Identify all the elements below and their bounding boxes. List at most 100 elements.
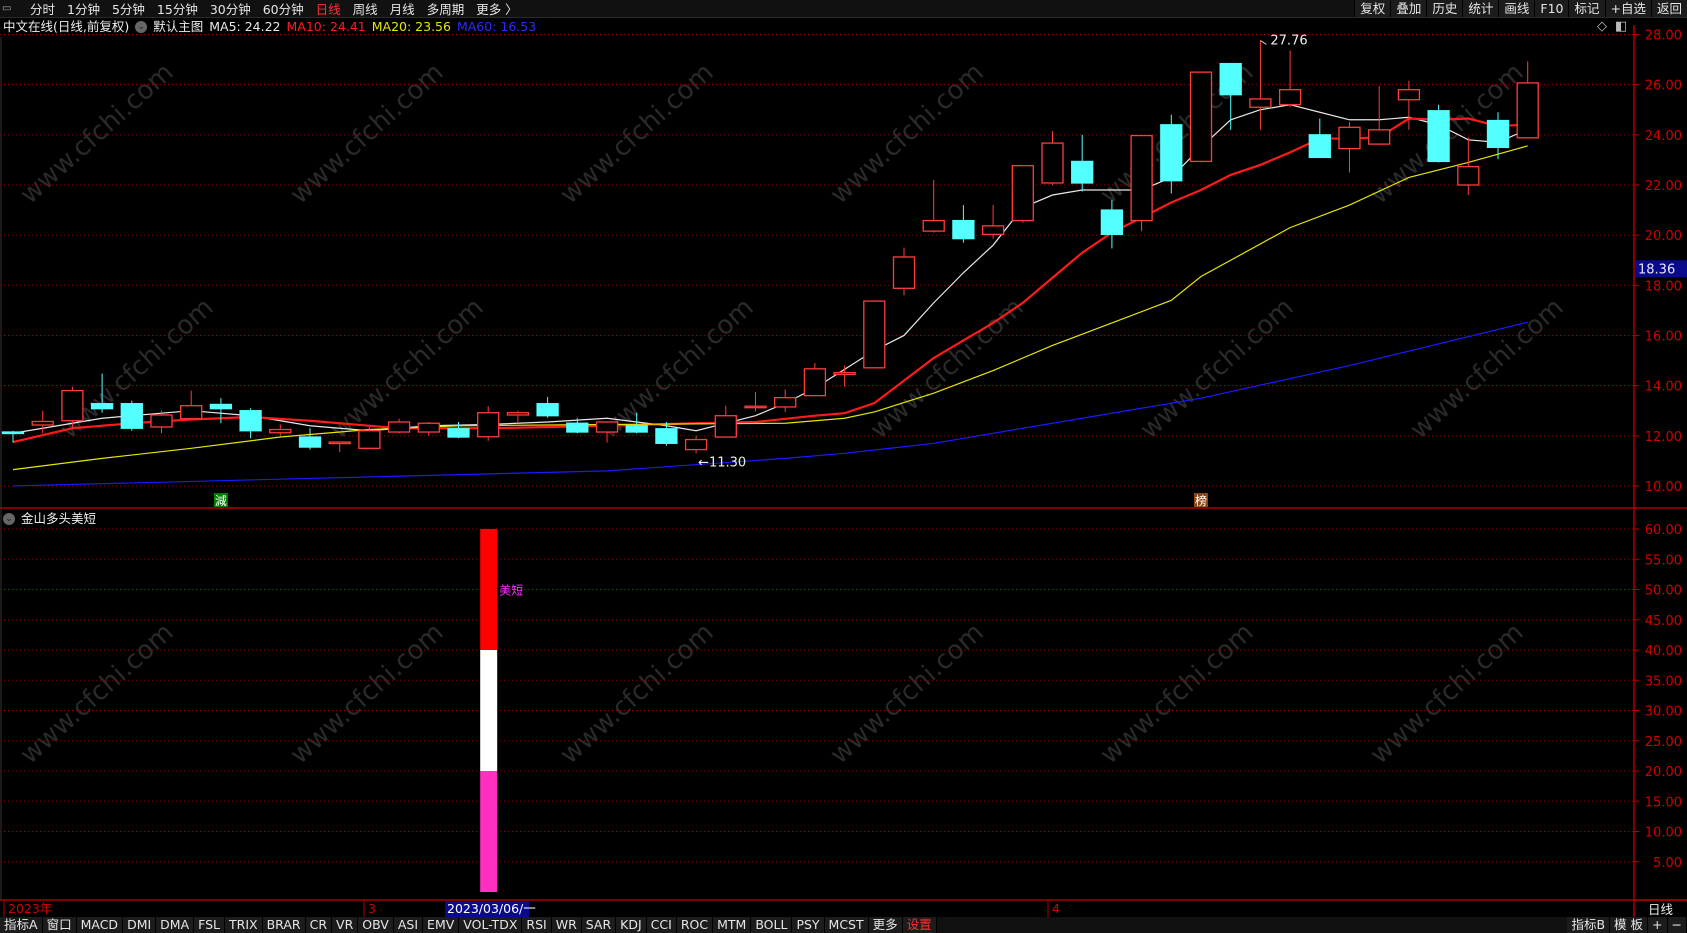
tool-button[interactable]: 标记 [1568, 0, 1605, 17]
indicator-tick-label: 45.00 [1645, 614, 1682, 629]
price-tick-label: 14.00 [1645, 380, 1682, 395]
indicator-tab[interactable]: BOLL [751, 917, 793, 933]
ma60-value: MA60: 16.53 [456, 19, 537, 34]
tool-button[interactable]: 画线 [1498, 0, 1535, 17]
watermark: www.cfchi.com [285, 617, 450, 770]
indicator-tab[interactable]: MACD [76, 917, 124, 933]
indicator-tick-label: 15.00 [1645, 795, 1682, 810]
tool-button[interactable]: 历史 [1426, 0, 1463, 17]
chevron-down-icon[interactable]: ⌄ [3, 513, 15, 525]
candle-up [477, 412, 500, 438]
window-menu-icon[interactable]: ▭ [2, 3, 12, 14]
tool-buttons: 复权 叠加 历史 统计 画线 F10 标记 +自选 返回 [1354, 0, 1687, 17]
indicator-tab[interactable]: FSL [194, 917, 226, 933]
watermark: www.cfchi.com [1095, 617, 1260, 770]
period-tabs: 分时 1分钟 5分钟 15分钟 30分钟 60分钟 日线 周线 月线 多周期 更多 〉 [24, 0, 524, 18]
candle-up [595, 421, 619, 433]
panel-toggle-icon[interactable]: ◧ [1615, 19, 1628, 34]
indicator-tab[interactable]: RSI [522, 917, 552, 933]
tool-button[interactable]: 统计 [1462, 0, 1499, 17]
indicator-bar-label: 美短 [499, 584, 523, 598]
candle-down [1, 431, 25, 435]
indicator-legend: ⌄ 金山多头美短 [3, 510, 96, 528]
tab-period[interactable]: 1分钟 [67, 2, 100, 17]
indicator-tab[interactable]: MCST [824, 917, 869, 933]
low-price-label: ←11.30 [698, 455, 746, 470]
indicator-tab[interactable]: DMI [123, 917, 157, 933]
main-chart-selector[interactable]: 默认主图 [153, 19, 204, 34]
candle-up [922, 219, 945, 232]
tab-period[interactable]: 多周期 [426, 2, 465, 17]
indicator-tab[interactable]: ROC [676, 917, 714, 933]
price-tick-label: 20.00 [1645, 229, 1682, 244]
indicator-tab[interactable]: OBV [358, 917, 394, 933]
watermark: www.cfchi.com [1405, 292, 1570, 445]
tab-period[interactable]: 5分钟 [111, 2, 145, 17]
indicator-tab[interactable]: CR [305, 917, 333, 933]
indicator-tab[interactable]: WR [551, 917, 582, 933]
indicator-tab[interactable]: KDJ [616, 917, 647, 933]
tab-period[interactable]: 周线 [352, 2, 378, 17]
signal-marker-label: 減 [215, 493, 227, 508]
top-toolbar: ▭ 分时 1分钟 5分钟 15分钟 30分钟 60分钟 日线 周线 月线 多周期 更多 〉 复权 叠加… [0, 0, 1687, 18]
watermark: www.cfchi.com [555, 617, 720, 770]
tool-button[interactable]: 复权 [1354, 0, 1391, 17]
tool-button[interactable]: +自选 [1604, 0, 1651, 17]
candle-up [1368, 129, 1391, 145]
candle-up [1189, 71, 1213, 163]
candle-up [358, 430, 381, 449]
indicator-right-button[interactable]: 指标B [1567, 917, 1611, 933]
tab-period[interactable]: 日线 [315, 2, 341, 17]
chevron-down-icon[interactable]: ⌄ [135, 21, 148, 33]
chart-corner-icons: ◇ ◧ [1597, 19, 1627, 34]
indicator-right-button[interactable]: + [1648, 917, 1668, 933]
candle-down [625, 425, 648, 433]
tab-period[interactable]: 月线 [389, 2, 415, 17]
tab-period[interactable]: 分时 [30, 2, 56, 17]
high-price-label: 27.76 [1270, 34, 1307, 49]
indicator-right-button[interactable]: 模 板 [1610, 917, 1649, 933]
tool-button[interactable]: 叠加 [1390, 0, 1427, 17]
candle-up [31, 420, 54, 426]
indicator-title[interactable]: 金山多头美短 [21, 511, 97, 526]
indicator-tab[interactable]: MTM [713, 917, 752, 933]
indicator-tab[interactable]: 窗口 [42, 917, 77, 933]
candle-up [684, 438, 708, 451]
indicator-toolbar: 指标A 窗口 MACD DMI DMA FSL TRIX BRAR CR VR OBV ASI EMV V… [0, 917, 1687, 933]
indicator-tab[interactable]: CCI [646, 917, 677, 933]
indicator-tab[interactable]: 更多 [868, 917, 903, 933]
watermark: www.cfchi.com [555, 57, 720, 210]
candle-up [774, 397, 797, 408]
indicator-bar-segment [480, 771, 498, 892]
price-tick-label: 12.00 [1645, 430, 1682, 445]
indicator-tab[interactable]: VOL-TDX [459, 917, 523, 933]
indicator-tab[interactable]: TRIX [225, 917, 263, 933]
tab-period[interactable]: 更多 〉 [476, 2, 518, 17]
indicator-tick-label: 25.00 [1645, 735, 1682, 750]
indicator-tab[interactable]: PSY [792, 917, 825, 933]
tool-button[interactable]: 返回 [1650, 0, 1687, 17]
candle-up [1516, 82, 1539, 139]
indicator-right-button[interactable]: − [1667, 917, 1687, 933]
tab-period[interactable]: 30分钟 [209, 2, 251, 17]
indicator-tab[interactable]: DMA [156, 917, 195, 933]
tab-period[interactable]: 60分钟 [262, 2, 304, 17]
indicator-tab[interactable]: EMV [423, 917, 460, 933]
indicator-tab[interactable]: SAR [581, 917, 617, 933]
ma-line-ma5 [12, 104, 1528, 434]
candle-up [417, 422, 440, 433]
candle-down [239, 410, 262, 432]
indicator-tab[interactable]: ASI [393, 917, 424, 933]
watermark: www.cfchi.com [15, 57, 180, 210]
indicator-tab[interactable]: 指标A [0, 917, 43, 933]
tool-button[interactable]: F10 [1534, 0, 1569, 17]
tab-period[interactable]: 15分钟 [156, 2, 198, 17]
diamond-icon[interactable]: ◇ [1597, 19, 1607, 34]
indicator-tab[interactable]: VR [332, 917, 359, 933]
indicator-tab[interactable]: BRAR [262, 917, 306, 933]
candle-down [1308, 134, 1331, 159]
candle-up [506, 412, 530, 416]
watermark: www.cfchi.com [285, 57, 450, 210]
indicator-tab[interactable]: 设置 [902, 917, 937, 933]
